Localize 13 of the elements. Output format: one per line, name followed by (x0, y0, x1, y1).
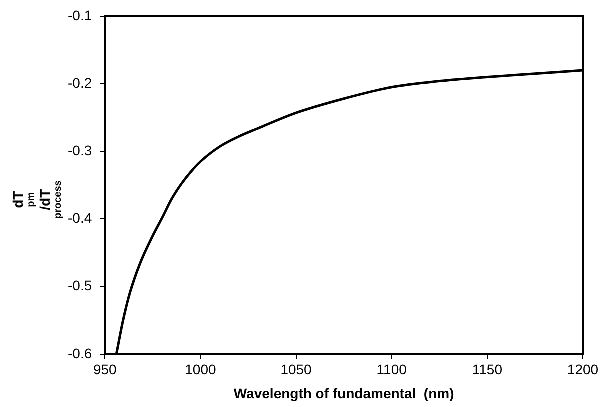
x-tick-label: 1150 (472, 362, 503, 378)
y-tick-label: -0.5 (68, 278, 92, 294)
y-tick-label: -0.4 (68, 210, 92, 226)
x-axis-title: Wavelength of fundamental (nm) (234, 385, 454, 402)
y-tick-label: -0.3 (68, 142, 92, 158)
x-tick-label: 950 (93, 362, 118, 378)
x-tick-label: 1100 (376, 362, 408, 378)
y-tick-label: -0.1 (68, 7, 92, 24)
y-tick-label: -0.6 (68, 345, 92, 362)
y-tick-label: -0.2 (68, 74, 92, 91)
x-tick-label: 1050 (280, 362, 312, 378)
x-tick-label: 1000 (185, 362, 216, 378)
x-tick-label: 1200 (567, 362, 599, 378)
